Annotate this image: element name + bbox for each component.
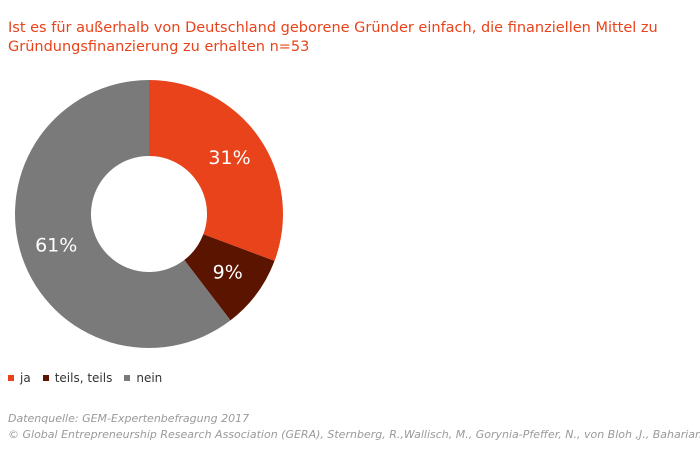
legend-label-nein: nein [136, 371, 163, 385]
source-note: Datenquelle: GEM-Expertenbefragung 2017 … [8, 411, 700, 443]
legend-item-ja: ja [8, 371, 31, 385]
slice-label-nein: 61% [35, 234, 77, 256]
slice-labels-group: 31% 9% 61% [35, 147, 251, 283]
slice-label-ja: 31% [208, 147, 250, 169]
legend-swatch-ja [8, 375, 14, 381]
legend-label-teils-teils: teils, teils [54, 371, 113, 385]
slice-teils-teils [184, 234, 275, 321]
slice-label-teils-teils: 9% [213, 261, 243, 283]
source-line-2: © Global Entrepreneurship Research Assoc… [8, 428, 700, 441]
legend-swatch-nein [124, 375, 131, 381]
slice-ja [149, 80, 283, 261]
chart-title: Ist es für außerhalb von Deutschland geb… [8, 20, 658, 55]
legend: ja teils, teils nein [8, 371, 162, 385]
legend-label-ja: ja [20, 371, 31, 385]
legend-item-nein: nein [124, 371, 162, 385]
legend-swatch-teils-teils [42, 375, 49, 381]
legend-item-teils-teils: teils, teils [42, 371, 113, 385]
slice-nein [14, 80, 231, 348]
source-line-1: Datenquelle: GEM-Expertenbefragung 2017 [8, 412, 250, 425]
slices-group [14, 80, 283, 348]
